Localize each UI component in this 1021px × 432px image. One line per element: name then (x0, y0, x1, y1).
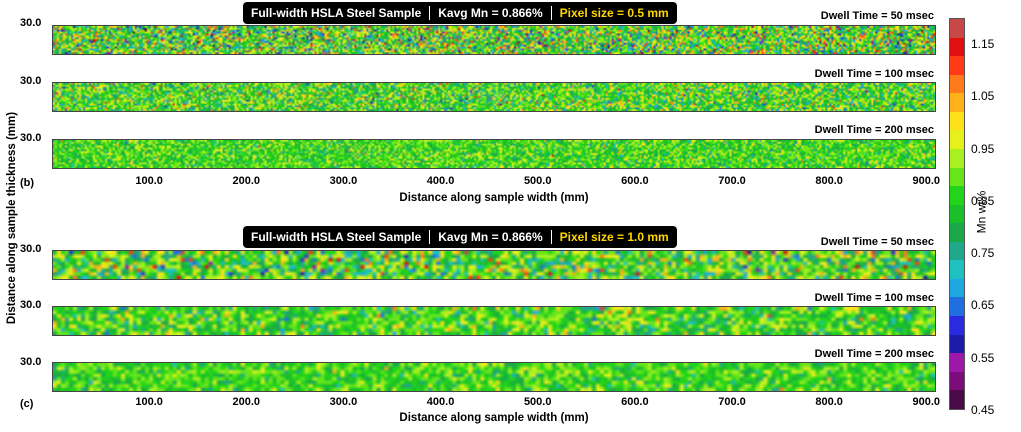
panel-label-b: (b) (20, 177, 35, 189)
dwell-label-b-200: Dwell Time = 200 msec (814, 124, 934, 136)
colorbar-segment (950, 93, 964, 112)
colorbar-tick-label: 0.65 (971, 298, 995, 313)
heatmap-canvas (53, 140, 935, 168)
colorbar-segment (950, 111, 964, 131)
x-tick-label: 400.0 (426, 396, 455, 408)
colorbar-segment (950, 74, 964, 94)
header-separator (550, 230, 552, 244)
x-tick-label: 100.0 (135, 175, 163, 187)
colorbar-segment (950, 390, 964, 409)
dwell-label-c-100: Dwell Time = 100 msec (814, 292, 934, 304)
y-tick-c-200: 30.0 (20, 356, 42, 368)
header-pixel-label: Pixel size = 1.0 mm (559, 230, 669, 244)
colorbar (949, 18, 965, 410)
colorbar-title: Mn wt% (974, 190, 989, 234)
heatmap-canvas (53, 307, 935, 335)
x-tick-label: 800.0 (815, 175, 843, 187)
colorbar-segment (950, 241, 964, 261)
y-tick-c-50: 30.0 (20, 243, 42, 255)
heatmap-canvas (53, 26, 935, 54)
x-tick-label: 200.0 (232, 396, 261, 408)
panel-c-header: Full-width HSLA Steel Sample Kavg Mn = 0… (243, 226, 677, 248)
colorbar-segment (950, 19, 964, 38)
x-tick-label: 800.0 (815, 396, 843, 408)
y-tick-b-200: 30.0 (20, 132, 42, 144)
header-separator (429, 230, 431, 244)
x-axis-label-c: Distance along sample width (mm) (399, 412, 589, 424)
dwell-label-c-200: Dwell Time = 200 msec (814, 348, 934, 360)
colorbar-segment (950, 56, 964, 75)
x-tick-label: 400.0 (426, 175, 455, 187)
x-tick-label: 900.0 (912, 396, 941, 408)
x-tick-label: 600.0 (621, 175, 649, 187)
header-separator (550, 6, 552, 20)
panel-b-header: Full-width HSLA Steel Sample Kavg Mn = 0… (243, 2, 677, 24)
colorbar-segment (950, 297, 964, 316)
colorbar-segment (950, 353, 964, 372)
colorbar-segment (950, 167, 964, 187)
colorbar-tick-label: 0.45 (971, 403, 995, 417)
colorbar-segment (950, 223, 964, 242)
y-tick-c-100: 30.0 (20, 299, 42, 311)
y-tick-b-50: 30.0 (20, 17, 42, 29)
colorbar-tick-label: 0.85 (971, 193, 995, 208)
colorbar-tick-label: 0.55 (971, 350, 995, 365)
colorbar-tick-label: 1.05 (971, 89, 995, 104)
heatmap-canvas (53, 363, 935, 391)
x-tick-label: 500.0 (523, 396, 552, 408)
header-kavg-label: Kavg Mn = 0.866% (438, 6, 543, 20)
x-tick-label: 700.0 (718, 396, 746, 408)
header-sample-label: Full-width HSLA Steel Sample (251, 6, 422, 20)
colorbar-tick-label: 0.95 (971, 141, 995, 156)
x-tick-label: 700.0 (718, 175, 746, 187)
dwell-label-c-50: Dwell Time = 50 msec (820, 236, 934, 248)
header-kavg-label: Kavg Mn = 0.866% (438, 230, 543, 244)
colorbar-tick-label: 1.15 (971, 37, 995, 52)
colorbar-segment (950, 334, 964, 354)
header-separator (429, 6, 431, 20)
colorbar-segment (950, 204, 964, 224)
heatmap-canvas (53, 251, 935, 279)
x-tick-label: 200.0 (232, 175, 261, 187)
colorbar-segment (950, 148, 964, 168)
header-pixel-label: Pixel size = 0.5 mm (559, 6, 669, 20)
heatmap-strip-b-50 (52, 25, 936, 55)
heatmap-strip-c-100 (52, 306, 936, 336)
x-tick-label: 300.0 (329, 175, 358, 187)
colorbar-segment (950, 278, 964, 298)
x-tick-label: 900.0 (912, 175, 941, 187)
colorbar-segment (950, 371, 964, 391)
x-tick-label: 300.0 (329, 396, 358, 408)
x-tick-label: 100.0 (135, 396, 163, 408)
panel-label-c: (c) (20, 398, 34, 410)
colorbar-segment (950, 186, 964, 205)
dwell-label-b-100: Dwell Time = 100 msec (814, 68, 934, 80)
colorbar-segment (950, 316, 964, 335)
y-axis-title: Distance along sample thickness (mm) (6, 111, 18, 325)
x-tick-label: 600.0 (621, 396, 649, 408)
heatmap-strip-c-50 (52, 250, 936, 280)
heatmap-strip-c-200 (52, 362, 936, 392)
colorbar-segment (950, 37, 964, 57)
heatmap-strip-b-100 (52, 82, 936, 112)
colorbar-segment (950, 130, 964, 149)
dwell-label-b-50: Dwell Time = 50 msec (820, 10, 934, 22)
x-tick-label: 500.0 (523, 175, 552, 187)
header-sample-label: Full-width HSLA Steel Sample (251, 230, 422, 244)
x-axis-label-b: Distance along sample width (mm) (399, 192, 589, 204)
colorbar-tick-label: 0.75 (971, 246, 995, 261)
y-tick-b-100: 30.0 (20, 75, 42, 87)
heatmap-canvas (53, 83, 935, 111)
heatmap-strip-b-200 (52, 139, 936, 169)
colorbar-segment (950, 260, 964, 279)
